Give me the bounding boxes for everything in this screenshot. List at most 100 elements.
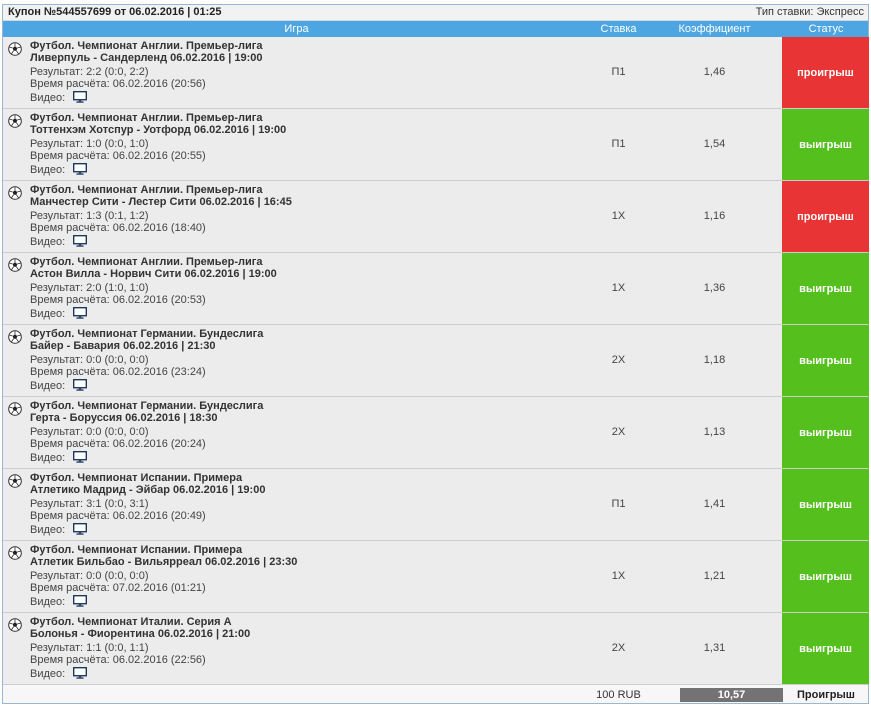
- coupon-panel: Купон №544557699 от 06.02.2016 | 01:25 Т…: [2, 4, 869, 704]
- soccer-ball-icon: [8, 546, 22, 560]
- settlement-time: Время расчёта: 06.02.2016 (20:56): [30, 78, 206, 90]
- coupon-result: Проигрыш: [797, 689, 855, 701]
- match-result: Результат: 0:0 (0:0, 0:0): [30, 570, 149, 582]
- status-badge: выигрыш: [782, 397, 869, 468]
- coefficient: 1,31: [703, 642, 726, 654]
- coupon-topbar: Купон №544557699 от 06.02.2016 | 01:25 Т…: [3, 5, 868, 21]
- soccer-ball-icon: [8, 186, 22, 200]
- status-badge: проигрыш: [782, 181, 869, 252]
- league-name: Футбол. Чемпионат Италии. Серия А: [30, 616, 232, 628]
- coefficient: 1,18: [703, 354, 726, 366]
- match-result: Результат: 2:0 (1:0, 1:0): [30, 282, 149, 294]
- monitor-icon[interactable]: [73, 307, 87, 319]
- table-row: Футбол. Чемпионат Англии. Премьер-лига М…: [3, 181, 869, 253]
- video-label: Видео:: [30, 380, 66, 392]
- match-result: Результат: 1:0 (0:0, 1:0): [30, 138, 149, 150]
- bet-type: Тип ставки: Экспресс: [755, 6, 864, 18]
- total-coefficient: 10,57: [680, 688, 783, 702]
- monitor-icon[interactable]: [73, 595, 87, 607]
- match-title: Атлетико Мадрид - Эйбар 06.02.2016 | 19:…: [30, 484, 266, 496]
- settlement-time: Время расчёта: 06.02.2016 (20:49): [30, 510, 206, 522]
- settlement-time: Время расчёта: 06.02.2016 (18:40): [30, 222, 206, 234]
- league-name: Футбол. Чемпионат Англии. Премьер-лига: [30, 40, 263, 52]
- match-result: Результат: 3:1 (0:0, 3:1): [30, 498, 149, 510]
- soccer-ball-icon: [8, 618, 22, 632]
- match-result: Результат: 1:3 (0:1, 1:2): [30, 210, 149, 222]
- video-label: Видео:: [30, 308, 66, 320]
- table-row: Футбол. Чемпионат Англии. Премьер-лига Т…: [3, 109, 869, 181]
- settlement-time: Время расчёта: 06.02.2016 (23:24): [30, 366, 206, 378]
- header-game: Игра: [284, 23, 309, 35]
- league-name: Футбол. Чемпионат Германии. Бундеслига: [30, 400, 264, 412]
- bet-outcome: 2Х: [611, 354, 626, 366]
- bet-outcome: 2Х: [611, 642, 626, 654]
- match-title: Ливерпуль - Сандерленд 06.02.2016 | 19:0…: [30, 52, 263, 64]
- stake-amount: 100 RUB: [596, 689, 641, 701]
- table-row: Футбол. Чемпионат Англии. Премьер-лига А…: [3, 253, 869, 325]
- status-badge: выигрыш: [782, 613, 869, 684]
- coupon-title: Купон №544557699 от 06.02.2016 | 01:25: [8, 6, 222, 18]
- video-label: Видео:: [30, 668, 66, 680]
- match-title: Тоттенхэм Хотспур - Уотфорд 06.02.2016 |…: [30, 124, 287, 136]
- league-name: Футбол. Чемпионат Испании. Примера: [30, 544, 243, 556]
- soccer-ball-icon: [8, 402, 22, 416]
- bet-outcome: 2Х: [611, 426, 626, 438]
- video-label: Видео:: [30, 524, 66, 536]
- header-status: Статус: [808, 23, 844, 35]
- league-name: Футбол. Чемпионат Англии. Премьер-лига: [30, 112, 263, 124]
- match-title: Герта - Боруссия 06.02.2016 | 18:30: [30, 412, 218, 424]
- event-list: Футбол. Чемпионат Англии. Премьер-лига Л…: [3, 37, 869, 685]
- coefficient: 1,16: [703, 210, 726, 222]
- league-name: Футбол. Чемпионат Англии. Премьер-лига: [30, 256, 263, 268]
- table-row: Футбол. Чемпионат Испании. Примера Атлет…: [3, 469, 869, 541]
- bet-outcome: 1Х: [611, 570, 626, 582]
- coefficient: 1,21: [703, 570, 726, 582]
- settlement-time: Время расчёта: 06.02.2016 (20:55): [30, 150, 206, 162]
- monitor-icon[interactable]: [73, 451, 87, 463]
- video-label: Видео:: [30, 164, 66, 176]
- monitor-icon[interactable]: [73, 667, 87, 679]
- match-title: Атлетик Бильбао - Вильярреал 06.02.2016 …: [30, 556, 298, 568]
- settlement-time: Время расчёта: 07.02.2016 (01:21): [30, 582, 206, 594]
- bet-outcome: П1: [611, 138, 626, 150]
- soccer-ball-icon: [8, 258, 22, 272]
- monitor-icon[interactable]: [73, 379, 87, 391]
- match-title: Байер - Бавария 06.02.2016 | 21:30: [30, 340, 216, 352]
- table-row: Футбол. Чемпионат Италии. Серия А Болонь…: [3, 613, 869, 685]
- bet-outcome: П1: [611, 498, 626, 510]
- league-name: Футбол. Чемпионат Испании. Примера: [30, 472, 243, 484]
- monitor-icon[interactable]: [73, 235, 87, 247]
- status-badge: выигрыш: [782, 541, 869, 612]
- status-badge: выигрыш: [782, 109, 869, 180]
- monitor-icon[interactable]: [73, 163, 87, 175]
- status-badge: выигрыш: [782, 469, 869, 540]
- video-label: Видео:: [30, 236, 66, 248]
- table-row: Футбол. Чемпионат Германии. Бундеслига Г…: [3, 397, 869, 469]
- league-name: Футбол. Чемпионат Германии. Бундеслига: [30, 328, 264, 340]
- settlement-time: Время расчёта: 06.02.2016 (20:24): [30, 438, 206, 450]
- soccer-ball-icon: [8, 474, 22, 488]
- bet-outcome: 1Х: [611, 282, 626, 294]
- status-badge: выигрыш: [782, 325, 869, 396]
- match-result: Результат: 0:0 (0:0, 0:0): [30, 354, 149, 366]
- coefficient: 1,41: [703, 498, 726, 510]
- match-title: Болонья - Фиорентина 06.02.2016 | 21:00: [30, 628, 251, 640]
- bet-outcome: 1Х: [611, 210, 626, 222]
- coefficient: 1,54: [703, 138, 726, 150]
- header-coef: Коэффициент: [678, 23, 751, 35]
- monitor-icon[interactable]: [73, 523, 87, 535]
- table-header: Игра Ставка Коэффициент Статус: [3, 21, 868, 37]
- league-name: Футбол. Чемпионат Англии. Премьер-лига: [30, 184, 263, 196]
- video-label: Видео:: [30, 452, 66, 464]
- coefficient: 1,36: [703, 282, 726, 294]
- coefficient: 1,13: [703, 426, 726, 438]
- table-row: Футбол. Чемпионат Англии. Премьер-лига Л…: [3, 37, 869, 109]
- monitor-icon[interactable]: [73, 91, 87, 103]
- video-label: Видео:: [30, 92, 66, 104]
- status-badge: выигрыш: [782, 253, 869, 324]
- match-title: Астон Вилла - Норвич Сити 06.02.2016 | 1…: [30, 268, 277, 280]
- coefficient: 1,46: [703, 66, 726, 78]
- status-badge: проигрыш: [782, 37, 869, 108]
- settlement-time: Время расчёта: 06.02.2016 (20:53): [30, 294, 206, 306]
- soccer-ball-icon: [8, 114, 22, 128]
